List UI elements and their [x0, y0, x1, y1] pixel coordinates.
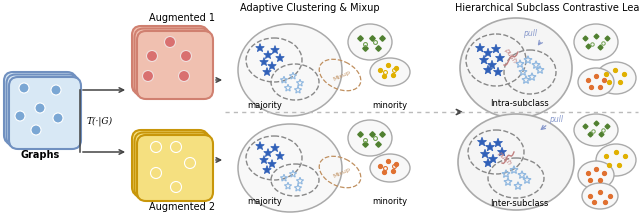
- Polygon shape: [485, 142, 495, 151]
- Ellipse shape: [578, 161, 614, 189]
- Polygon shape: [477, 137, 486, 146]
- Polygon shape: [495, 53, 504, 62]
- Polygon shape: [493, 67, 502, 76]
- Circle shape: [51, 85, 61, 95]
- Text: majority: majority: [248, 101, 282, 110]
- Ellipse shape: [238, 124, 342, 212]
- Polygon shape: [263, 67, 271, 76]
- Ellipse shape: [370, 154, 410, 182]
- Polygon shape: [260, 155, 268, 164]
- FancyBboxPatch shape: [137, 135, 213, 201]
- Polygon shape: [264, 149, 272, 157]
- Ellipse shape: [596, 144, 636, 176]
- FancyBboxPatch shape: [137, 31, 213, 99]
- Text: minority: minority: [372, 198, 408, 207]
- Circle shape: [147, 50, 157, 62]
- Ellipse shape: [578, 68, 614, 96]
- FancyBboxPatch shape: [9, 77, 81, 149]
- Polygon shape: [483, 65, 493, 74]
- Text: Adaptive Clustering & Mixup: Adaptive Clustering & Mixup: [240, 3, 380, 13]
- Polygon shape: [483, 158, 493, 167]
- Text: Mixup: Mixup: [332, 70, 351, 82]
- Text: pull: pull: [523, 30, 537, 39]
- Polygon shape: [497, 147, 507, 156]
- Circle shape: [35, 103, 45, 113]
- Text: majority: majority: [248, 198, 282, 207]
- Ellipse shape: [574, 114, 618, 146]
- Polygon shape: [256, 43, 264, 52]
- Circle shape: [164, 37, 175, 47]
- Circle shape: [31, 125, 41, 135]
- Polygon shape: [276, 54, 284, 62]
- FancyBboxPatch shape: [134, 28, 211, 97]
- Circle shape: [143, 71, 154, 82]
- Ellipse shape: [458, 114, 574, 210]
- Circle shape: [19, 83, 29, 93]
- Text: Inter-subclass: Inter-subclass: [490, 200, 548, 209]
- Text: Augmented 2: Augmented 2: [149, 202, 215, 212]
- Ellipse shape: [596, 62, 636, 94]
- Text: Τ(·|G): Τ(·|G): [87, 116, 113, 126]
- Polygon shape: [481, 149, 490, 158]
- FancyBboxPatch shape: [6, 75, 79, 146]
- Circle shape: [53, 113, 63, 123]
- Polygon shape: [268, 159, 276, 168]
- Text: pull: pull: [549, 116, 563, 125]
- Polygon shape: [476, 43, 484, 52]
- Polygon shape: [479, 55, 488, 64]
- Text: push: push: [496, 150, 512, 166]
- Ellipse shape: [348, 24, 392, 60]
- Text: Graphs: Graphs: [20, 150, 60, 160]
- Circle shape: [170, 142, 182, 153]
- Circle shape: [15, 111, 25, 121]
- Polygon shape: [276, 151, 284, 160]
- Ellipse shape: [460, 18, 572, 118]
- Polygon shape: [483, 48, 493, 57]
- Polygon shape: [488, 60, 497, 69]
- Polygon shape: [268, 62, 276, 70]
- Circle shape: [180, 50, 191, 62]
- Polygon shape: [493, 138, 502, 147]
- Circle shape: [150, 142, 161, 153]
- Polygon shape: [492, 44, 500, 53]
- Polygon shape: [488, 154, 497, 163]
- Circle shape: [170, 181, 182, 192]
- Text: Mixup: Mixup: [332, 167, 351, 179]
- Ellipse shape: [348, 120, 392, 156]
- Polygon shape: [271, 45, 279, 54]
- Polygon shape: [263, 166, 271, 174]
- FancyBboxPatch shape: [4, 72, 76, 144]
- Ellipse shape: [582, 183, 618, 209]
- FancyBboxPatch shape: [134, 133, 211, 198]
- Polygon shape: [271, 144, 279, 152]
- Text: Hierarchical Subclass Contrastive Learning: Hierarchical Subclass Contrastive Learni…: [455, 3, 640, 13]
- Ellipse shape: [370, 58, 410, 86]
- Ellipse shape: [574, 24, 618, 60]
- Circle shape: [179, 71, 189, 82]
- Polygon shape: [264, 50, 272, 59]
- Polygon shape: [260, 58, 268, 66]
- FancyBboxPatch shape: [132, 26, 208, 94]
- Text: Intra-subclass: Intra-subclass: [490, 99, 548, 108]
- FancyBboxPatch shape: [132, 130, 208, 196]
- Text: Augmented 1: Augmented 1: [149, 13, 215, 23]
- Circle shape: [150, 168, 161, 179]
- Text: push: push: [502, 46, 517, 64]
- Circle shape: [184, 157, 195, 168]
- Ellipse shape: [238, 24, 342, 116]
- Text: minority: minority: [372, 101, 408, 110]
- Polygon shape: [256, 142, 264, 150]
